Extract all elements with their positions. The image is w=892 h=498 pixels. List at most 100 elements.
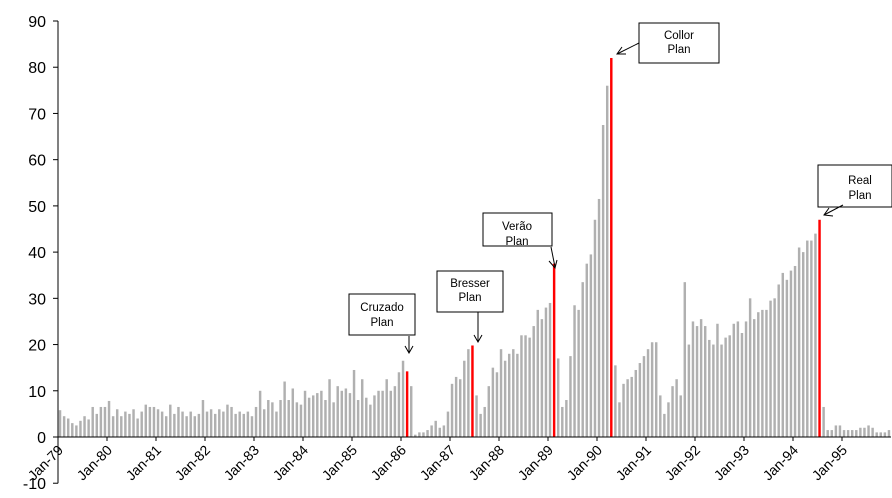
annotation-collor-line2: Plan [667,44,690,56]
bar [230,406,233,437]
bar [524,335,527,437]
bars [58,57,891,438]
bar [863,427,866,437]
bar [397,372,401,437]
bar [144,404,148,437]
bar [728,335,731,437]
bar [103,406,107,437]
bar [201,400,205,437]
bar [650,342,654,437]
bar [66,418,70,437]
bar [532,326,535,437]
plan-bar [405,371,409,437]
bar [810,240,813,437]
bar [765,309,768,437]
bar [703,326,707,437]
plan-bar [818,219,821,437]
bar [569,356,572,437]
bar [148,406,152,437]
bar [344,388,348,437]
bar [197,413,201,437]
bar [332,402,335,437]
annotation-arrow-bresser [473,312,483,344]
bar [752,319,756,437]
bar [761,309,764,437]
bar [173,413,176,437]
bar [622,383,625,437]
bar [720,344,723,437]
x-tick-label: Jan-81 [123,442,165,484]
bar [626,379,629,437]
x-tick-label: Jan-85 [319,442,361,484]
bar [401,360,405,437]
bar [442,425,446,437]
bar [193,416,197,437]
bar [887,430,891,437]
bar [426,430,429,437]
bar [385,379,388,437]
bar [340,390,344,437]
bar [275,411,278,437]
bar [806,240,809,437]
bar [226,404,229,437]
bar [140,411,143,437]
bar [299,404,303,437]
x-tick-label: Jan-86 [368,442,410,484]
annotation-cruzado-line1: Cruzado [360,302,403,314]
bar [279,400,282,437]
annotation-verao-line1: Verão [502,221,532,233]
bar [834,425,838,437]
annotation-arrows [404,42,844,355]
bar [593,219,597,437]
x-tick-label: Jan-83 [221,442,263,484]
bar [503,360,507,437]
bar [512,349,515,437]
bar [181,411,184,437]
bar [336,386,339,437]
bar [777,284,780,437]
x-tick-label: Jan-87 [417,442,459,484]
bar [614,365,617,437]
bar [222,411,225,437]
annotation-arrow-collor [616,42,640,55]
bar [822,406,825,437]
bar [75,425,78,437]
bar [769,300,772,437]
bar [748,298,752,437]
y-tick-label: 50 [28,199,46,216]
bar [659,395,662,437]
bar [801,252,805,437]
bar [879,432,883,437]
bar [156,409,160,437]
bar [573,305,576,437]
x-tick-label: Jan-80 [74,442,116,484]
bar [324,400,327,437]
bar [638,363,642,437]
bar [381,390,384,437]
x-tick-label: Jan-93 [711,442,753,484]
bar [581,282,584,437]
bar [855,430,858,437]
bar [430,425,433,437]
bar [328,379,331,437]
plan-bar [610,57,613,437]
bar [87,419,90,437]
x-tick-label: Jan-90 [564,442,606,484]
bar [597,198,601,437]
bar [589,254,593,437]
annotation-box-bresser [436,270,504,313]
bar [479,413,482,437]
bar [781,272,785,437]
bar [487,386,491,437]
bar [691,321,695,437]
bar [654,342,658,437]
bar [683,282,687,437]
bar [789,270,793,437]
bar [356,400,360,437]
annotation-real-line2: Plan [848,190,871,202]
annotation-arrow-verao [548,246,558,270]
annotation-collor-line1: Collor [664,30,694,42]
bar [450,383,454,437]
y-tick-label: 80 [28,60,46,77]
bar [58,410,62,437]
